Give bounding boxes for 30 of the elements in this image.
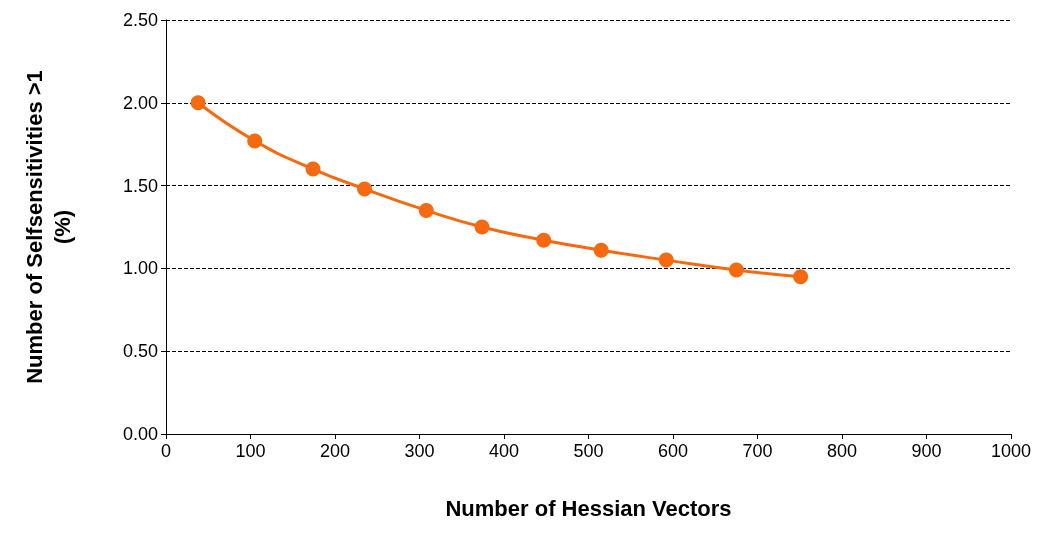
y-tick-label: 2.50	[122, 10, 158, 30]
y-axis-title: Number of Selfsensitivities >1 (%)	[21, 70, 75, 384]
point	[658, 252, 674, 268]
point	[418, 202, 434, 218]
point	[357, 181, 373, 197]
x-tick-label: 400	[488, 441, 520, 461]
point	[305, 161, 321, 177]
y-tick-label: 0.00	[122, 424, 158, 444]
x-tick-label: 600	[657, 441, 689, 461]
point	[728, 262, 744, 278]
x-tick-label: 800	[826, 441, 858, 461]
point	[536, 232, 552, 248]
x-tick-label: 700	[742, 441, 773, 461]
point	[793, 269, 809, 285]
x-tick-label: 500	[573, 441, 604, 461]
x-tick-label: 300	[404, 441, 435, 461]
point	[190, 95, 206, 111]
point	[474, 219, 490, 235]
y-tick-label: 0.50	[122, 341, 158, 362]
x-tick-label: 1000	[990, 441, 1032, 461]
x-tick-label: 200	[319, 441, 351, 461]
y-tick-label: 1.00	[122, 258, 158, 279]
y-tick-label: 1.50	[122, 175, 158, 196]
x-axis-title: Number of Hessian Vectors	[445, 495, 732, 521]
y-tick-label: 2.00	[122, 92, 158, 113]
point	[593, 242, 609, 258]
x-tick-label: 100	[235, 441, 266, 461]
x-tick-label: 900	[911, 441, 942, 461]
x-tick-label: 0	[160, 441, 172, 461]
point	[247, 133, 263, 149]
